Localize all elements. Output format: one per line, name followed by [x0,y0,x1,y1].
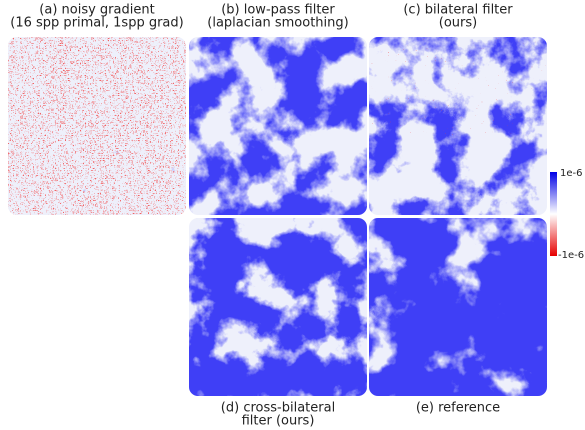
colorbar [550,172,557,256]
panel-image [369,218,547,396]
panel-image [189,37,367,215]
colorbar-max: 1e-6 [560,168,583,179]
panel-image [8,37,186,215]
panel-caption: (e) reference [416,401,500,416]
panel-caption: filter (ours) [242,414,315,429]
panel-caption: (laplacian smoothing) [207,16,348,31]
colorbar-min: -1e-6 [558,250,584,261]
panel-image [189,218,367,396]
panel-image [369,37,547,215]
figure: 1e-6 -1e-6 (a) noisy gradient(16 spp pri… [0,0,585,430]
panel-caption: (ours) [439,16,477,31]
panel-caption: (16 spp primal, 1spp grad) [10,16,183,31]
